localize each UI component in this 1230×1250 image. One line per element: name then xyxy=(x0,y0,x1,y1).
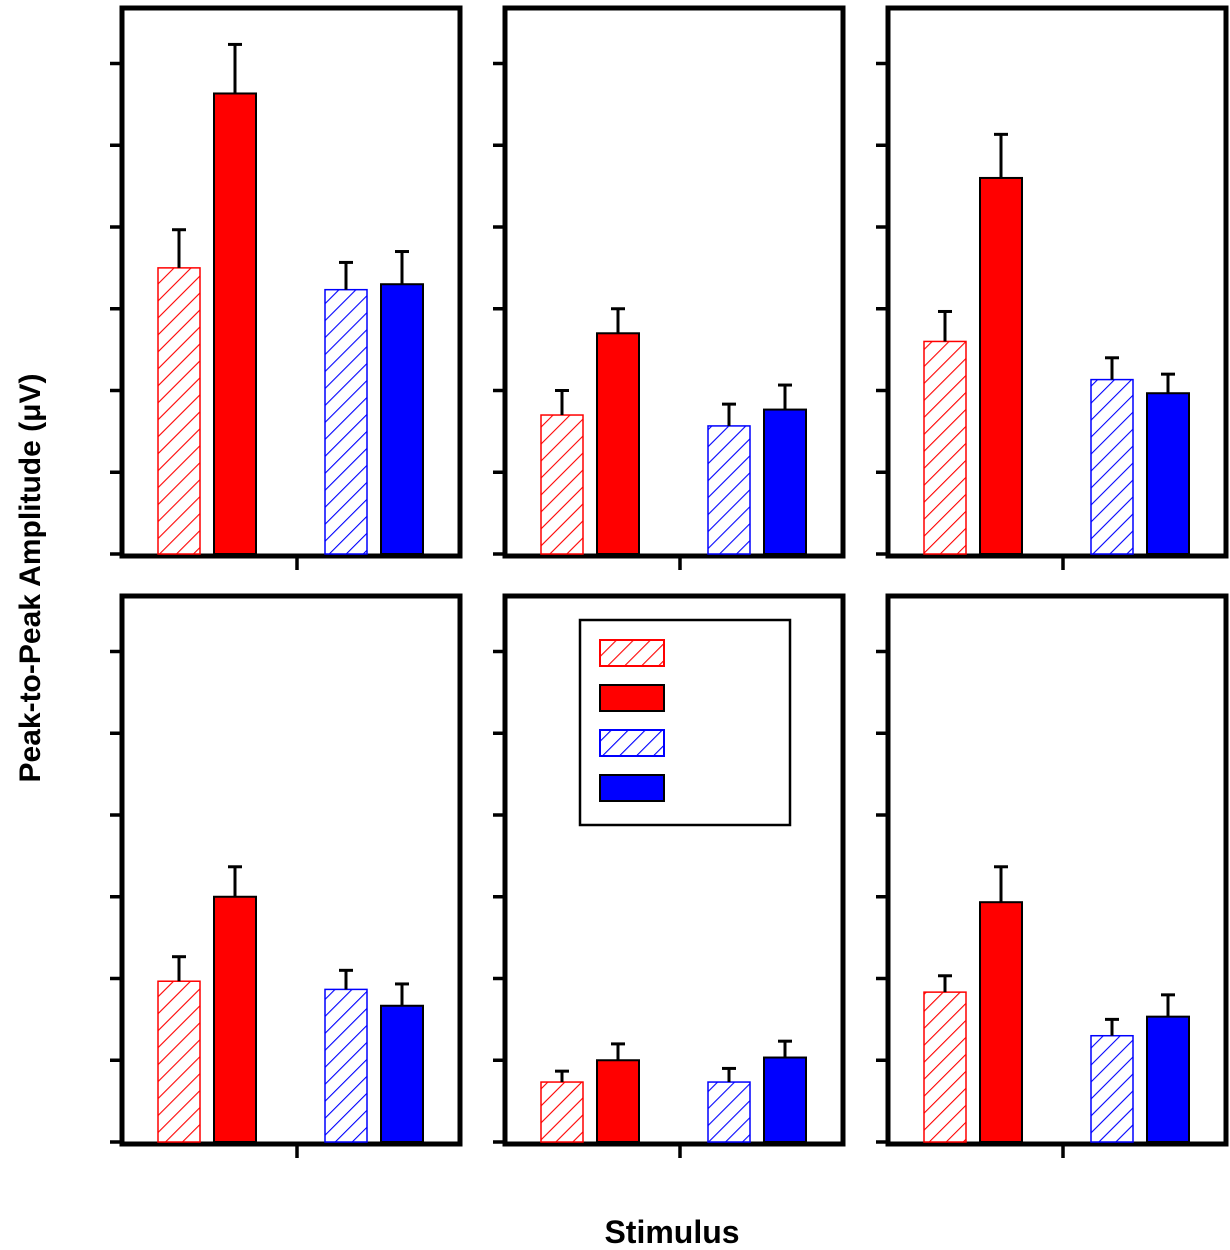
x-axis-label: Stimulus xyxy=(604,1214,739,1250)
panel-frame xyxy=(502,5,846,559)
bar xyxy=(324,288,368,555)
bar xyxy=(380,283,424,555)
panel-frame xyxy=(885,593,1229,1147)
legend-swatch xyxy=(599,639,665,667)
bar xyxy=(1090,1034,1134,1143)
bar xyxy=(540,1081,584,1143)
legend-swatch xyxy=(599,774,665,802)
y-axis-label: Peak-to-Peak Amplitude (μV) xyxy=(14,374,47,783)
panel-frame xyxy=(119,5,463,559)
bar xyxy=(540,414,584,555)
bar xyxy=(324,988,368,1143)
bar xyxy=(707,425,751,555)
bar xyxy=(1146,392,1190,555)
bar xyxy=(707,1081,751,1143)
bar xyxy=(213,92,257,555)
bar xyxy=(157,267,201,555)
chart-plot-area xyxy=(110,5,1229,1158)
bar xyxy=(763,408,807,556)
bar xyxy=(157,980,201,1143)
bar xyxy=(1090,378,1134,555)
bar xyxy=(213,895,257,1143)
panel-frame xyxy=(119,593,463,1147)
bar xyxy=(596,332,640,555)
legend-swatch xyxy=(599,684,665,712)
bar xyxy=(1146,1015,1190,1144)
legend-swatch xyxy=(599,729,665,757)
bar xyxy=(979,176,1023,555)
bar xyxy=(923,991,967,1143)
bar xyxy=(380,1004,424,1143)
bar xyxy=(596,1059,640,1143)
bar xyxy=(763,1056,807,1144)
bar xyxy=(979,901,1023,1144)
bar xyxy=(923,340,967,555)
panel-frame xyxy=(502,593,846,1147)
panel-frame xyxy=(885,5,1229,559)
